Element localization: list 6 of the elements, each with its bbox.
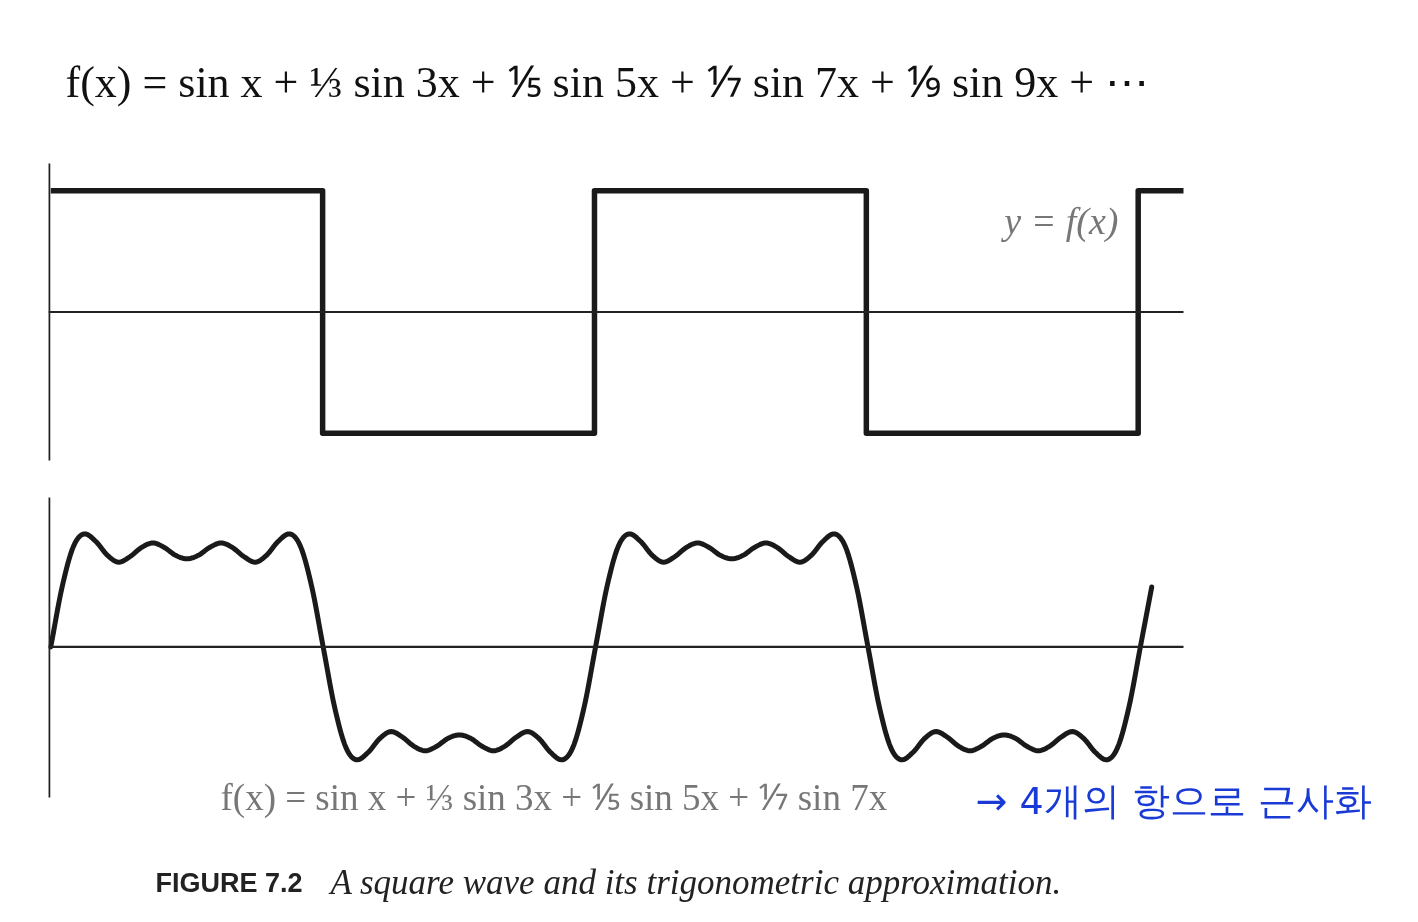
text: → 4개의 항으로 근사화 <box>975 778 1372 823</box>
caption: FIGURE 7.2 <box>155 867 303 898</box>
text: A square wave and its trigonometric approximation. <box>328 863 1062 902</box>
series-label: f(x) = sin x + ⅓ sin 3x + ⅕ sin 5x + ⅐ sin 7x <box>220 777 888 819</box>
series-label: y = f(x) <box>1000 200 1119 244</box>
chart-title: f(x) = sin x + ⅓ sin 3x + ⅕ sin 5x + ⅐ sin 7x + ⅑ sin 9x + ⋯ <box>65 57 1150 107</box>
